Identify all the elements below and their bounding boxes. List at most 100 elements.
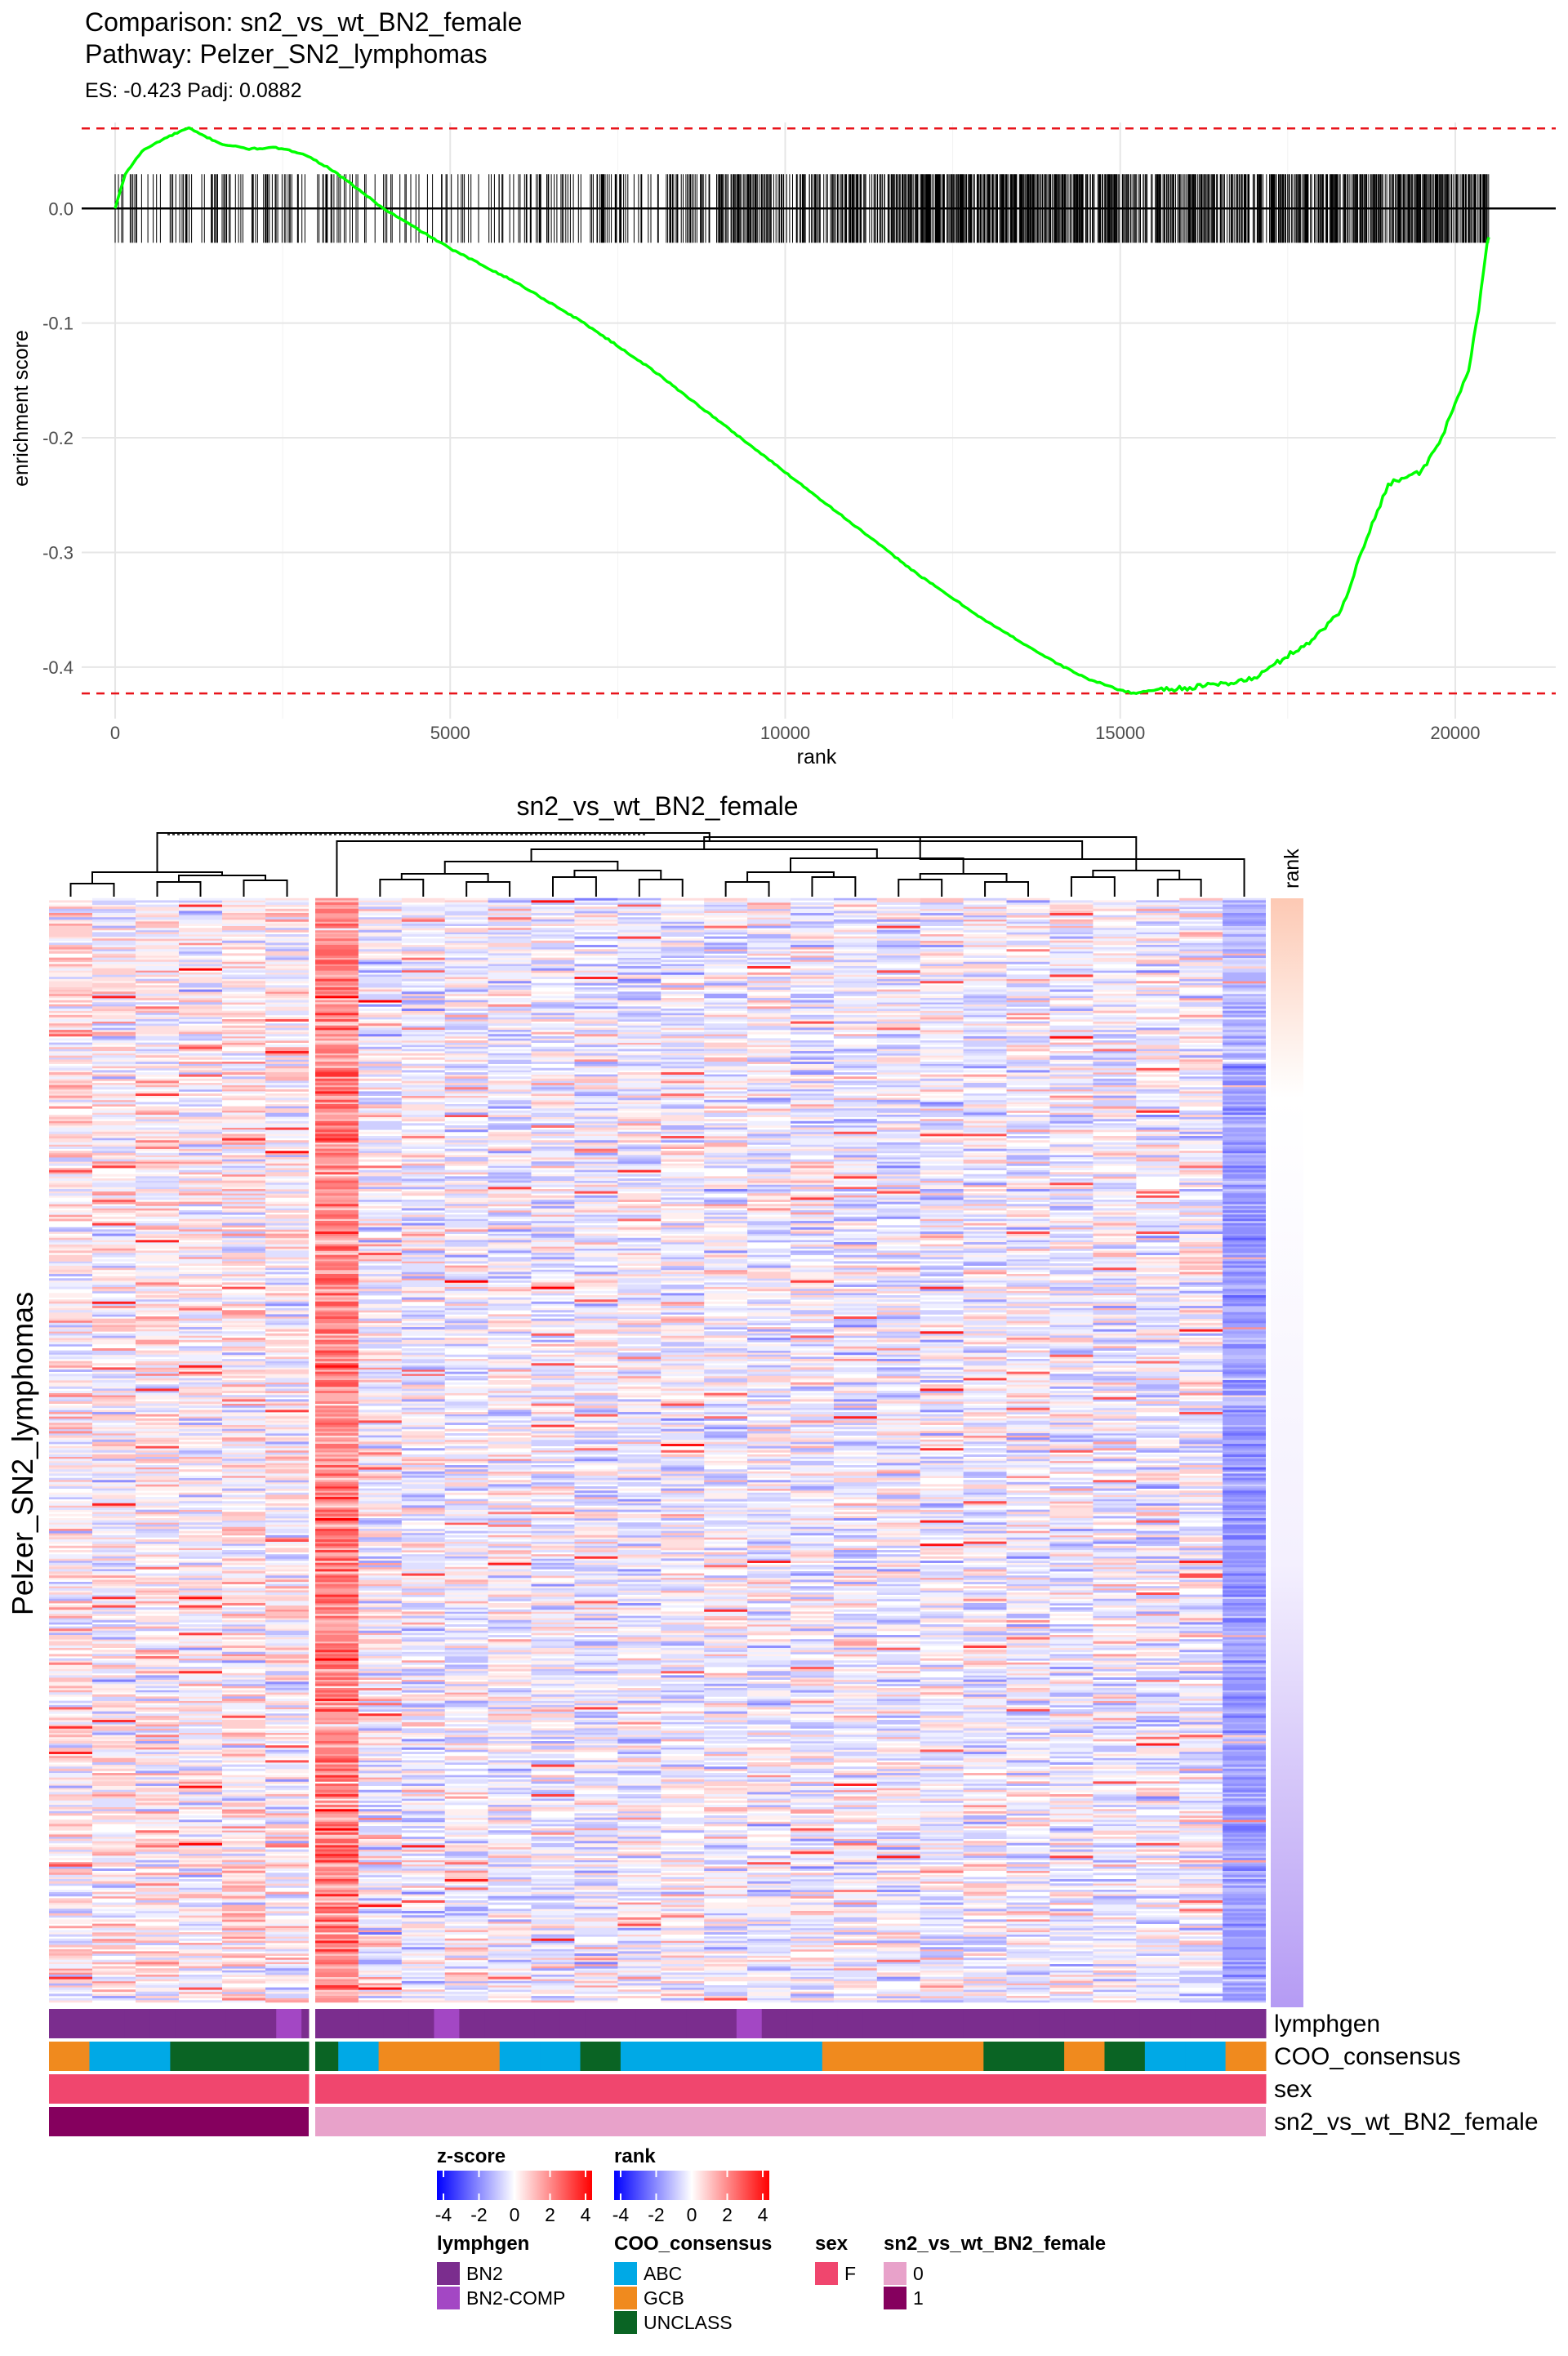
annotation-cell-coo-15 (661, 2042, 702, 2071)
legend-coo-swatch-2 (614, 2311, 637, 2334)
gsea-plot-panel: 0 5000 10000 15000 20000 0.0 -0.1 -0.2 -0.3 -0.4… (10, 122, 1556, 768)
annotation-cell-coo-18 (782, 2042, 823, 2071)
annotation-cell-coo-6 (291, 2042, 310, 2071)
heatmap-cells-16 (49, 900, 1266, 1998)
annotation-cell-lymphgen-1 (74, 2009, 100, 2038)
legend-lymphgen-label-1: BN2-COMP (466, 2287, 565, 2309)
annotation-cell-coo-26 (1104, 2042, 1146, 2071)
heatmap-cells-3 (49, 904, 1266, 2003)
rank-column-label: rank (1281, 848, 1303, 889)
gsea-x-tick-4: 20000 (1430, 723, 1480, 743)
column-annotations (49, 2009, 1267, 2136)
heatmap-rows (49, 897, 1266, 2003)
annotation-cell-lymphgen-46 (1215, 2009, 1241, 2038)
annotation-cell-lymphgen-7 (225, 2009, 252, 2038)
legend-sex-label-0: F (844, 2263, 856, 2284)
heatmap-cells-8 (49, 897, 1266, 2003)
dendrogram-branch (400, 873, 489, 882)
annotation-cell-lymphgen-4 (149, 2009, 176, 2038)
annotation-cell-lymphgen-17 (484, 2009, 510, 2038)
legend-coo-swatch-0 (614, 2262, 637, 2285)
heatmap-title: sn2_vs_wt_BN2_female (516, 791, 798, 821)
legend-group-swatch-1 (884, 2287, 906, 2309)
r-ticks-label-4: 4 (758, 2204, 768, 2225)
annotation-cell-lymphgen-33 (888, 2009, 914, 2038)
heatmap-cells-12 (49, 949, 1266, 2001)
gsea-y-tick-1: -0.1 (42, 314, 74, 334)
annotation-cell-group-1 (49, 2107, 309, 2136)
legend-group-swatch-0 (884, 2262, 906, 2285)
annotation-cell-coo-14 (620, 2042, 662, 2071)
annotation-cell-lymphgen-26 (711, 2009, 737, 2038)
gsea-x-tick-labels: 0 5000 10000 15000 20000 (110, 723, 1481, 743)
dendrogram-branch (379, 879, 425, 897)
annotation-cell-coo-7 (338, 2042, 380, 2071)
annotation-cell-lymphgen-30 (812, 2009, 838, 2038)
legend-coo-label-0: ABC (644, 2263, 682, 2284)
dendrogram-branch (919, 873, 1008, 882)
heatmap-cells-6 (49, 897, 1266, 2003)
annotation-cell-sex-0 (315, 2074, 1267, 2104)
annotation-cell-lymphgen-39 (1039, 2009, 1065, 2038)
annotation-label-0: lymphgen (1274, 2011, 1380, 2038)
heatmap-cells-20 (92, 900, 1266, 2001)
annotation-cell-lymphgen-41 (1089, 2009, 1116, 2038)
gsea-y-tick-0: 0.0 (48, 198, 74, 219)
rank-annotation-bar (1271, 898, 1303, 2007)
annotation-cell-coo-12 (540, 2042, 581, 2071)
annotation-cell-lymphgen-16 (459, 2009, 485, 2038)
annotation-cell-lymphgen-40 (1064, 2009, 1090, 2038)
annotation-cell-coo-19 (822, 2042, 863, 2071)
annotation-cell-lymphgen-32 (862, 2009, 889, 2038)
annotation-cell-lymphgen-19 (534, 2009, 561, 2038)
annotation-cell-lymphgen-23 (635, 2009, 662, 2038)
column-dendrogram (69, 832, 1245, 897)
annotation-cell-lymphgen-42 (1114, 2009, 1141, 2038)
heatmap-cells-13 (49, 904, 1223, 1980)
heatmap-row-title: Pelzer_SN2_lymphomas (6, 1292, 39, 1615)
gsea-y-tick-labels: 0.0 -0.1 -0.2 -0.3 -0.4 (42, 198, 74, 678)
annotation-cell-lymphgen-14 (408, 2009, 434, 2038)
annotation-cell-lymphgen-36 (963, 2009, 989, 2038)
annotation-cell-lymphgen-44 (1165, 2009, 1191, 2038)
gsea-x-tick-1: 5000 (430, 723, 470, 743)
gsea-y-tick-3: -0.3 (42, 542, 74, 563)
legend-group-label-0: 0 (913, 2263, 924, 2284)
dendrogram-branch (466, 881, 511, 897)
heatmap-cells-26 (1223, 1066, 1266, 1470)
legend-zscore-ticks: -4 -2 0 2 4 (435, 2171, 591, 2225)
z-ticks-label-3: 2 (545, 2204, 555, 2225)
legend-coo-title: COO_consensus (614, 2233, 772, 2255)
dendrogram-branch (69, 883, 115, 897)
annotation-cell-coo-21 (902, 2042, 944, 2071)
annotation-cell-coo-6 (315, 2042, 339, 2071)
gsea-x-tick-0: 0 (110, 723, 120, 743)
gsea-x-tick-2: 10000 (760, 723, 810, 743)
annotation-cell-coo-5 (251, 2042, 292, 2071)
legend-group-title: sn2_vs_wt_BN2_female (884, 2233, 1106, 2255)
gsea-title-line2: Pathway: Pelzer_SN2_lymphomas (85, 39, 488, 69)
heatmap-cells-5 (49, 897, 1266, 2003)
annotation-cell-lymphgen-35 (938, 2009, 964, 2038)
annotation-cell-lymphgen-9 (276, 2009, 302, 2038)
annotation-cell-coo-2 (129, 2042, 171, 2071)
dendrogram-root (156, 832, 710, 872)
dendrogram-branch (530, 848, 878, 862)
r-ticks-label-2: 0 (687, 2204, 697, 2225)
annotation-cell-lymphgen-22 (610, 2009, 636, 2038)
annotation-cell-coo-8 (378, 2042, 420, 2071)
legend-coo-label-2: UNCLASS (644, 2312, 733, 2333)
annotation-cell-coo-28 (1185, 2042, 1227, 2071)
dendrogram-branch (1070, 876, 1116, 897)
annotation-cell-coo-0 (49, 2042, 90, 2071)
annotation-cell-lymphgen-11 (333, 2009, 359, 2038)
legend-lymphgen-title: lymphgen (437, 2233, 529, 2255)
annotation-cell-lymphgen-10 (301, 2009, 310, 2038)
annotation-cell-coo-22 (942, 2042, 984, 2071)
annotation-cell-coo-23 (983, 2042, 1025, 2071)
z-ticks-label-2: 0 (510, 2204, 520, 2225)
heatmap-cells-17 (49, 904, 1180, 1988)
r-ticks-label-3: 2 (722, 2204, 733, 2225)
